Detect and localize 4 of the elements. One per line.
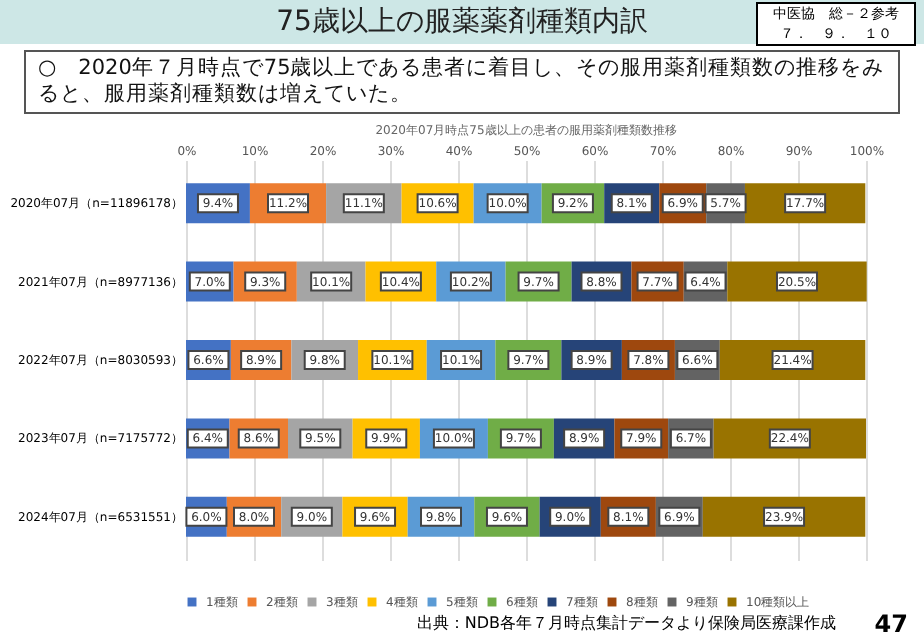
source-note: 出典：NDB各年７月時点集計データより保険局医療課作成 (416, 612, 836, 634)
chart-subtitle: ○ 2020年７月時点で75歳以上である患者に着目し、その服用薬剤種類数の推移をみると、服用薬剤種類数は増えていた。 (24, 50, 900, 114)
chart-title: 75歳以上の服薬薬剤種類内訳 (276, 6, 648, 38)
text: 47 (874, 610, 908, 638)
